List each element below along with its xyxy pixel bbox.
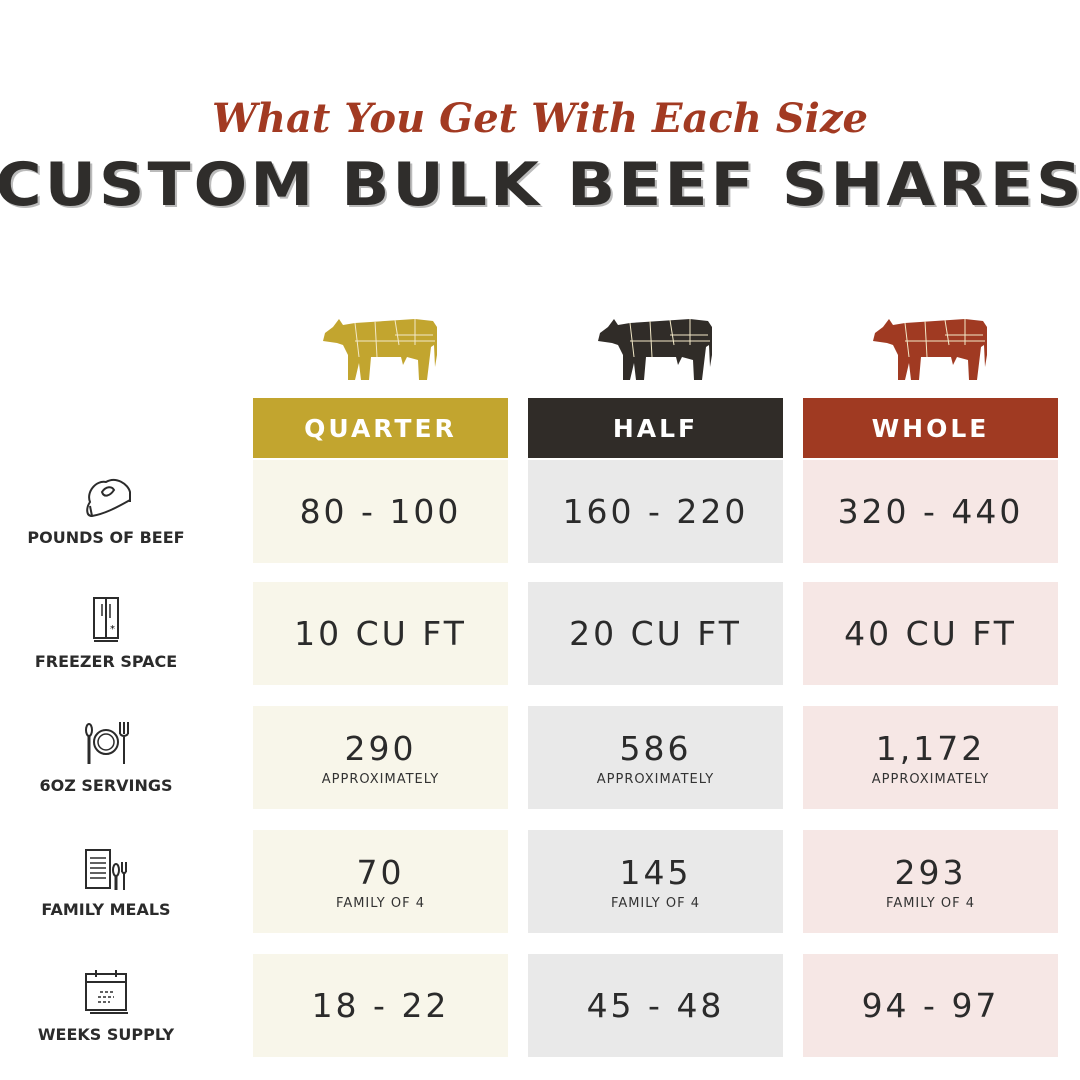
svg-text:*: *	[110, 624, 115, 635]
steak-icon	[86, 478, 131, 518]
cell-value: 20 CU FT	[569, 614, 742, 653]
table-cell: 80 - 100	[253, 460, 508, 563]
cell-note: FAMILY OF 4	[336, 895, 425, 911]
page-title: CUSTOM BULK BEEF SHARES	[0, 150, 1080, 220]
cell-note: APPROXIMATELY	[321, 771, 440, 787]
cell-note: FAMILY OF 4	[886, 895, 975, 911]
cell-value: 18 - 22	[311, 986, 450, 1025]
row-label: 6OZ SERVINGS	[39, 776, 173, 795]
cell-value: 45 - 48	[586, 986, 725, 1025]
table-cell: 586 APPROXIMATELY	[528, 706, 783, 809]
table-cell: 293 FAMILY OF 4	[803, 830, 1058, 933]
cow-icon	[873, 319, 987, 380]
cell-value: 145	[619, 852, 692, 892]
table-cell: 145 FAMILY OF 4	[528, 830, 783, 933]
table-cell: 290 APPROXIMATELY	[253, 706, 508, 809]
table-cell: 18 - 22	[253, 954, 508, 1057]
table-cell: 160 - 220	[528, 460, 783, 563]
row-label: WEEKS SUPPLY	[37, 1025, 175, 1044]
column-header-whole: WHOLE	[803, 398, 1058, 458]
cell-value: 80 - 100	[299, 492, 462, 531]
row-label: FREEZER SPACE	[34, 652, 178, 671]
cell-value: 70	[356, 852, 405, 892]
cell-note: FAMILY OF 4	[611, 895, 700, 911]
table-cell: 20 CU FT	[528, 582, 783, 685]
table-cell: 94 - 97	[803, 954, 1058, 1057]
table-cell: 70 FAMILY OF 4	[253, 830, 508, 933]
column-header-quarter: QUARTER	[253, 398, 508, 458]
cell-value: 40 CU FT	[844, 614, 1017, 653]
table-cell: 40 CU FT	[803, 582, 1058, 685]
cell-value: 160 - 220	[562, 492, 749, 531]
cow-icon	[598, 319, 712, 380]
table-cell: 45 - 48	[528, 954, 783, 1057]
subtitle: What You Get With Each Size	[211, 95, 868, 142]
row-label: FAMILY MEALS	[41, 900, 171, 919]
cell-value: 586	[619, 728, 692, 768]
table-cell: 10 CU FT	[253, 582, 508, 685]
row-label: POUNDS OF BEEF	[27, 528, 185, 547]
cell-value: 94 - 97	[861, 986, 1000, 1025]
calendar-icon	[85, 970, 128, 1014]
table-cell: 1,172 APPROXIMATELY	[803, 706, 1058, 809]
table-cell: 320 - 440	[803, 460, 1058, 563]
cell-value: 293	[894, 852, 967, 892]
cell-value: 320 - 440	[837, 492, 1024, 531]
cell-note: APPROXIMATELY	[596, 771, 715, 787]
cell-value: 10 CU FT	[294, 614, 467, 653]
menu-cutlery-icon	[85, 849, 127, 890]
cell-value: 290	[344, 728, 417, 768]
column-header-half: HALF	[528, 398, 783, 458]
cell-value: 1,172	[875, 728, 986, 768]
plate-cutlery-icon	[85, 722, 129, 764]
cow-icon	[323, 319, 437, 380]
cell-note: APPROXIMATELY	[871, 771, 990, 787]
freezer-icon: *	[93, 597, 119, 642]
